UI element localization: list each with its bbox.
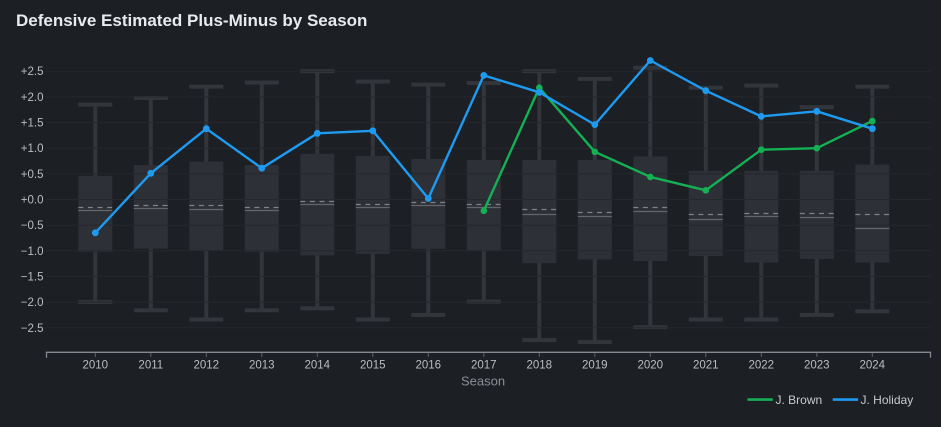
svg-text:+2.0: +2.0 [21, 92, 44, 104]
svg-text:−0.5: −0.5 [21, 220, 44, 232]
svg-text:+0.0: +0.0 [21, 195, 44, 207]
svg-text:2012: 2012 [194, 360, 220, 372]
svg-text:J. Holiday: J. Holiday [861, 393, 914, 407]
svg-text:+1.5: +1.5 [21, 118, 44, 130]
svg-text:2020: 2020 [638, 360, 664, 372]
svg-text:−2.5: −2.5 [21, 323, 44, 335]
svg-text:2013: 2013 [249, 360, 275, 372]
svg-text:2017: 2017 [471, 360, 497, 372]
svg-text:2010: 2010 [83, 360, 109, 372]
svg-text:2014: 2014 [305, 360, 331, 372]
svg-text:+2.5: +2.5 [21, 66, 44, 78]
svg-text:2024: 2024 [860, 360, 886, 372]
svg-text:−1.5: −1.5 [21, 271, 44, 283]
svg-text:2011: 2011 [138, 360, 163, 372]
svg-text:+1.0: +1.0 [21, 143, 44, 155]
svg-text:2015: 2015 [360, 360, 386, 372]
svg-text:2022: 2022 [749, 360, 775, 372]
svg-text:J. Brown: J. Brown [776, 393, 823, 407]
svg-text:2021: 2021 [693, 360, 719, 372]
svg-text:−2.0: −2.0 [21, 297, 44, 309]
svg-text:+0.5: +0.5 [21, 169, 44, 181]
svg-text:Defensive Estimated Plus-Minus: Defensive Estimated Plus-Minus by Season [16, 11, 367, 30]
svg-text:2018: 2018 [527, 360, 553, 372]
svg-text:Season: Season [461, 374, 505, 389]
svg-text:2023: 2023 [804, 360, 830, 372]
svg-text:2019: 2019 [582, 360, 608, 372]
svg-text:−1.0: −1.0 [21, 246, 44, 258]
svg-text:2016: 2016 [416, 360, 442, 372]
